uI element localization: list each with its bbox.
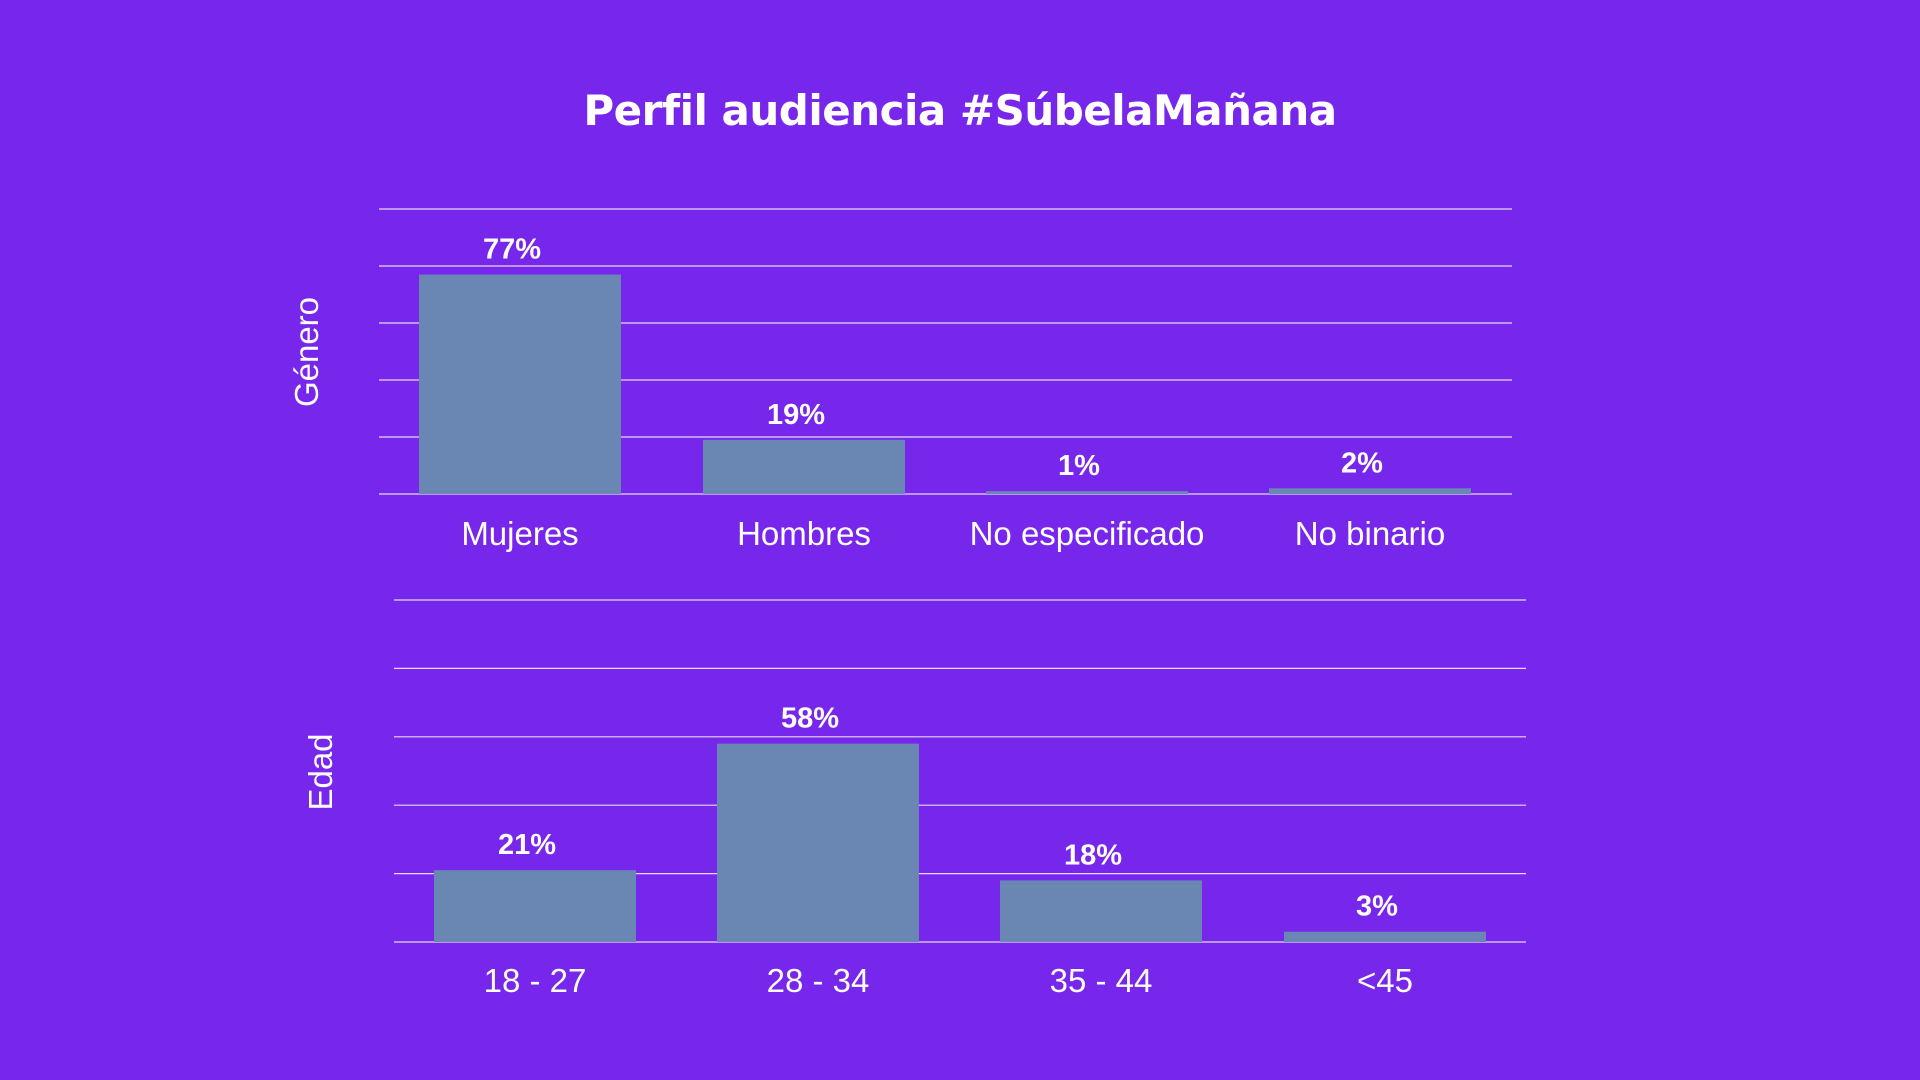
gender-bar-4 [1269, 488, 1471, 494]
age-value-label-2: 58% [781, 703, 839, 735]
gender-category-label-3: No especificado [970, 515, 1205, 552]
gender-category-label-2: Hombres [737, 515, 871, 552]
age-bar-4 [1284, 931, 1486, 942]
gender-value-label-4: 2% [1341, 447, 1383, 479]
gender-value-label-3: 1% [1058, 450, 1100, 482]
age-category-label-3: 35 - 44 [1050, 962, 1153, 999]
gender-value-label-1: 77% [483, 234, 541, 266]
age-chart: 21% 18 - 27 58% 28 - 34 18% 35 - 44 3% <45 Edad [302, 599, 1526, 999]
gender-category-label-1: Mujeres [461, 515, 578, 552]
gender-bar-1 [419, 274, 621, 494]
gender-axis-label: Género [288, 297, 325, 407]
page-title: Perfil audiencia #SúbelaMañana [583, 86, 1337, 135]
age-category-label-2: 28 - 34 [767, 962, 870, 999]
gender-bar-3 [986, 491, 1188, 494]
age-bar-3 [1000, 880, 1202, 942]
gender-chart: 77% Mujeres 19% Hombres 1% No especificado 2% N… [288, 208, 1512, 552]
age-category-label-4: <45 [1357, 962, 1413, 999]
age-axis-label: Edad [302, 733, 339, 810]
age-category-label-1: 18 - 27 [484, 962, 587, 999]
age-value-label-3: 18% [1064, 839, 1122, 871]
age-bar-1 [434, 870, 636, 942]
age-bar-2 [717, 743, 919, 942]
age-value-label-1: 21% [498, 829, 556, 861]
gender-category-label-4: No binario [1295, 515, 1445, 552]
gender-bar-2 [703, 439, 905, 494]
age-value-label-4: 3% [1356, 891, 1398, 923]
gender-value-label-2: 19% [767, 399, 825, 431]
